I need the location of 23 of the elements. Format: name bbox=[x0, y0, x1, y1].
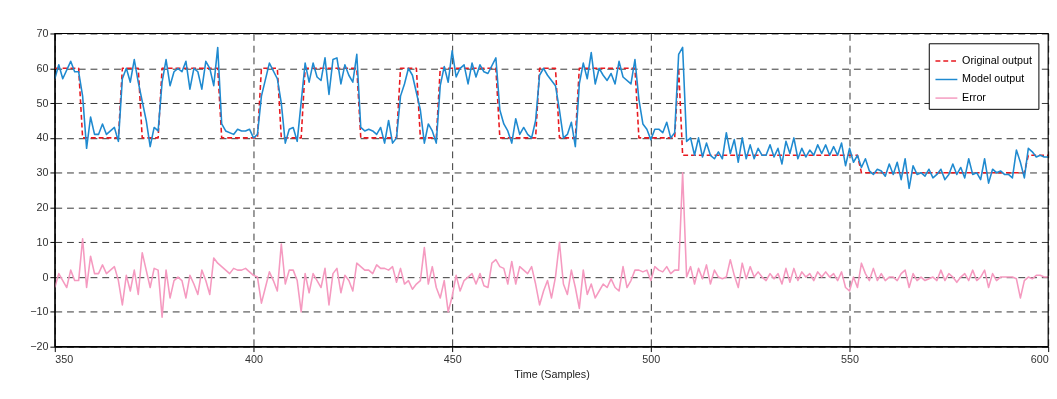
y-tick-label: 30 bbox=[36, 166, 49, 179]
x-tick-label: 600 bbox=[1030, 352, 1049, 365]
x-tick-label: 450 bbox=[443, 352, 462, 365]
y-tick-label: −20 bbox=[30, 340, 49, 353]
x-tick-label: 500 bbox=[642, 352, 661, 365]
legend-label: Error bbox=[962, 91, 987, 104]
line-series bbox=[54, 171, 1049, 318]
x-tick-label: 350 bbox=[55, 352, 74, 365]
y-tick-label: −10 bbox=[30, 305, 49, 318]
legend-label: Model output bbox=[962, 72, 1025, 85]
y-tick-label: 50 bbox=[36, 96, 49, 109]
y-tick-label: 10 bbox=[36, 235, 49, 248]
y-tick-label: 70 bbox=[36, 26, 49, 39]
y-tick-label: 20 bbox=[36, 200, 49, 213]
x-tick-label: 550 bbox=[841, 352, 859, 365]
legend-label: Original output bbox=[962, 53, 1032, 66]
y-tick-label: 40 bbox=[36, 131, 49, 144]
y-tick-label: 60 bbox=[36, 61, 49, 74]
line-series bbox=[54, 67, 1049, 174]
x-tick-label: 400 bbox=[245, 352, 263, 365]
y-tick-label: 0 bbox=[42, 270, 49, 283]
x-axis-title: Time (Samples) bbox=[514, 367, 590, 380]
line-series bbox=[54, 46, 1049, 190]
